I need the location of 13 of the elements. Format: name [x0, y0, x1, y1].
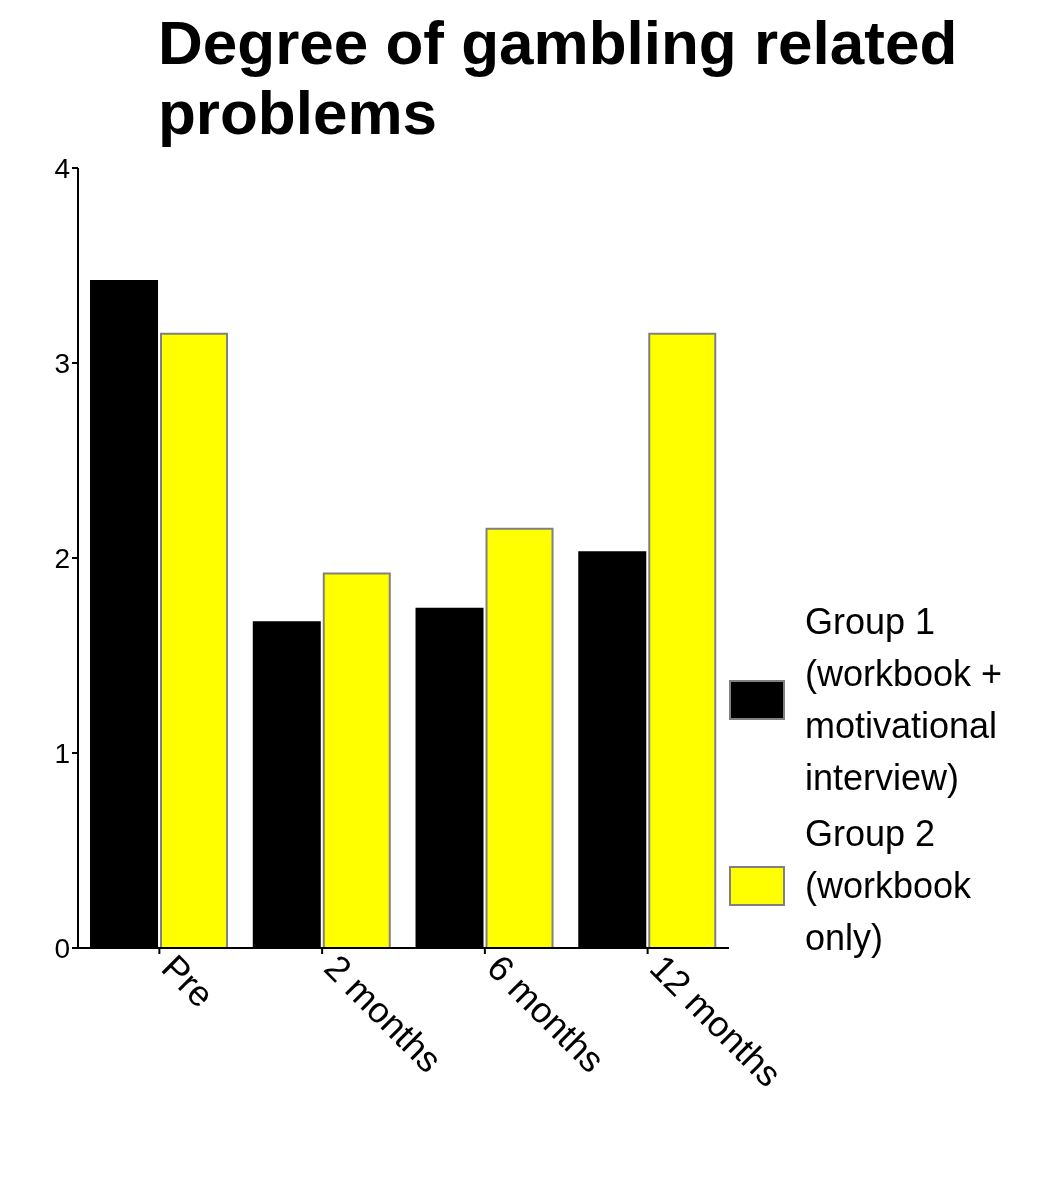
bar — [485, 527, 554, 948]
legend-label: Group 1 (workbook + motivational interview) — [805, 600, 1004, 800]
y-tick-label: 2 — [54, 542, 70, 574]
y-tick-label: 1 — [54, 737, 70, 769]
y-tick-label: 0 — [54, 932, 70, 964]
bar — [160, 332, 229, 948]
x-tick-label: Pre — [153, 946, 223, 1016]
y-tick-label: 4 — [54, 152, 70, 184]
legend-label: Group 2 (workbook only) — [805, 812, 973, 960]
chart-title: Degree of gambling related problems — [158, 8, 959, 148]
bar — [648, 332, 717, 948]
y-tick-label: 3 — [54, 347, 70, 379]
bar — [322, 572, 391, 948]
